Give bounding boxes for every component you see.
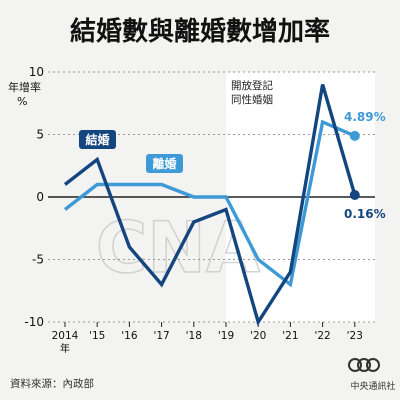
x-tick-label: 2014 — [52, 330, 79, 342]
source-note: 資料來源：內政部 — [10, 377, 94, 390]
x-tick-label: '23 — [347, 330, 363, 342]
y-tick-label: 5 — [36, 128, 44, 142]
y-tick-label: 10 — [29, 65, 44, 79]
x-tick-label: '21 — [282, 330, 298, 342]
watermark: CNA — [96, 207, 260, 289]
annotation-line-1: 開放登記 — [231, 79, 273, 92]
x-tick-label: '18 — [186, 330, 202, 342]
legend-label-marriage: 結婚 — [85, 132, 109, 147]
end-value-label-marriage: 0.16% — [344, 207, 386, 221]
y-tick-label: -10 — [24, 315, 44, 329]
legend-label-box-marriage — [79, 130, 116, 149]
y-axis-label: 年增率 — [8, 80, 41, 94]
cna-logo-mark — [348, 358, 380, 372]
chart-title: 結婚數與離婚數增加率 — [70, 16, 330, 47]
x-tick-label: '15 — [89, 330, 105, 342]
x-tick-label: '19 — [218, 330, 234, 342]
series-end-point — [349, 130, 360, 141]
annotation-line-2: 同性婚姻 — [231, 93, 273, 106]
x-tick-label: '17 — [153, 330, 169, 342]
cna-logo-name: 中央通訊社 — [350, 380, 395, 392]
x-tick-label: '16 — [121, 330, 138, 342]
end-value-label-divorce: 4.89% — [344, 110, 386, 124]
cna-logo: 中央通訊社 — [348, 358, 396, 392]
series-line-marriage — [63, 84, 357, 327]
legend-label-box-divorce — [146, 154, 183, 173]
series-line-divorce — [63, 119, 356, 288]
x-tick-label: '22 — [314, 330, 330, 342]
y-axis-unit: % — [17, 95, 27, 108]
x-tick-label: '20 — [250, 330, 266, 342]
y-tick-label: 0 — [36, 190, 44, 204]
y-tick-label: -5 — [32, 253, 44, 267]
plot-area: CNA 10 5 0 -5 -10 年增率% 2014 '15 '16 '17 '18 '19 '20 '2… — [8, 65, 386, 355]
legend-label-divorce: 離婚 — [152, 156, 176, 171]
x-axis-year-suffix: 年 — [60, 342, 70, 355]
series-end-point — [349, 190, 360, 200]
